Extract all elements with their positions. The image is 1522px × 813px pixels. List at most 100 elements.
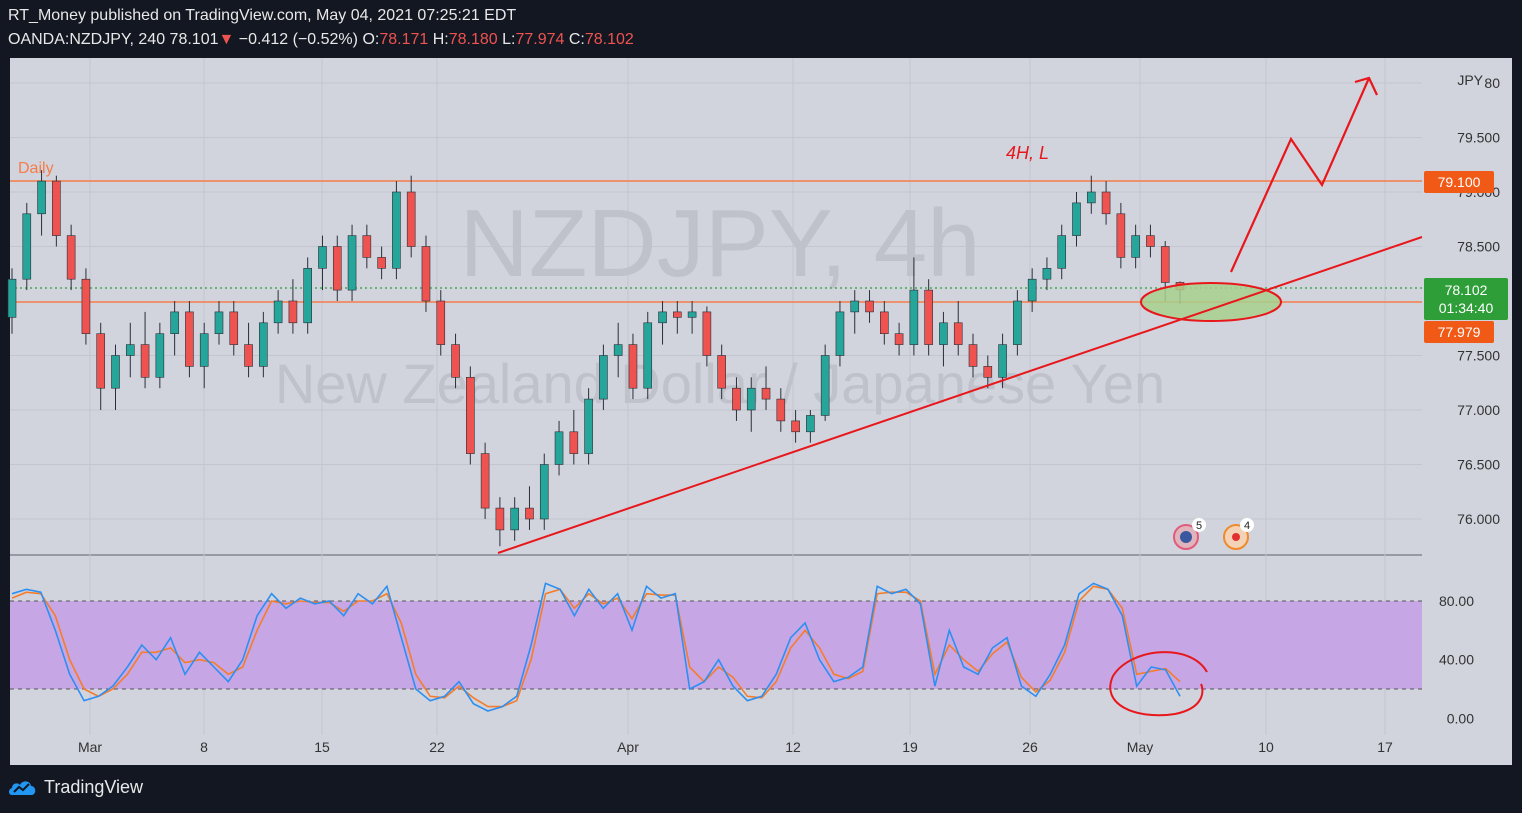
- candle-body: [392, 191, 401, 269]
- candle-body: [924, 289, 933, 345]
- price-axis-ticks: 8079.50079.00078.50077.50077.00076.50076…: [1457, 75, 1500, 527]
- candle-body: [953, 322, 963, 345]
- candle-body: [1013, 300, 1022, 345]
- event-badge-b[interactable]: 4: [1223, 518, 1254, 550]
- candle-body: [377, 257, 386, 269]
- candle-body: [1042, 267, 1052, 280]
- grid: [10, 58, 1422, 735]
- last-price: 78.101: [169, 31, 219, 48]
- candle-body: [628, 344, 638, 389]
- symbol-label[interactable]: OANDA:NZDJPY, 240: [8, 31, 166, 48]
- time-tick-label: 19: [902, 739, 918, 755]
- candle-body: [1160, 246, 1170, 283]
- candle-body: [244, 344, 253, 367]
- candle-body: [525, 507, 534, 520]
- candle-body: [968, 344, 978, 367]
- high-value: 78.180: [448, 31, 498, 48]
- svg-text:01:34:40: 01:34:40: [1439, 300, 1494, 316]
- candle-body: [584, 398, 593, 454]
- candle-body: [140, 344, 150, 378]
- time-tick-label: Apr: [617, 739, 639, 755]
- candle-body: [702, 311, 712, 356]
- candle-body: [318, 246, 327, 269]
- event-count-a: 5: [1196, 520, 1202, 532]
- candle-body: [421, 246, 431, 302]
- oscillator-axis-ticks: 80.00 40.00 0.00: [1439, 593, 1474, 726]
- candle-body: [820, 355, 830, 416]
- price-tick-label: 77.500: [1457, 348, 1500, 364]
- candle-body: [347, 235, 357, 291]
- oscillator-circle-annotation[interactable]: [1109, 651, 1208, 717]
- candle-body: [125, 344, 135, 356]
- publisher-line: RT_Money published on TradingView.com, M…: [8, 7, 516, 25]
- trend-line[interactable]: [497, 236, 1423, 554]
- candle-body: [259, 322, 268, 367]
- time-tick-label: 10: [1258, 739, 1274, 755]
- candle-body: [983, 366, 993, 378]
- time-axis-ticks: Mar 8 15 22 Apr 12 19 26 May 10 17: [78, 739, 1393, 755]
- candles: [7, 170, 1185, 547]
- price-axis-pane[interactable]: [1422, 58, 1512, 735]
- close-label: C:: [568, 31, 585, 48]
- candle-body: [81, 278, 91, 335]
- candle-body: [687, 311, 697, 318]
- svg-text:77.979: 77.979: [1438, 324, 1481, 340]
- candle-body: [998, 344, 1007, 378]
- candle-body: [658, 311, 667, 324]
- candle-body: [806, 415, 815, 433]
- price-change: −0.412 (−0.52%): [238, 31, 358, 48]
- candle-body: [1116, 213, 1126, 258]
- current-price-tag[interactable]: 78.102 01:34:40: [1424, 278, 1508, 320]
- candle-body: [1101, 191, 1111, 215]
- candle-body: [1057, 235, 1067, 269]
- tradingview-logo[interactable]: TradingView: [8, 777, 143, 798]
- candle-body: [7, 278, 17, 318]
- candle-body: [643, 322, 653, 389]
- candle-body: [539, 464, 549, 520]
- candle-body: [155, 333, 165, 378]
- stochastic-lines: [11, 582, 1181, 712]
- event-badge-a[interactable]: 5: [1173, 518, 1206, 550]
- low-label: L:: [502, 31, 516, 48]
- time-tick-label: 22: [429, 739, 445, 755]
- brand-text: TradingView: [44, 777, 144, 797]
- candle-body: [835, 311, 845, 356]
- candle-body: [1146, 235, 1155, 247]
- candle-body: [761, 387, 771, 400]
- oscillator-tick-label: 40.00: [1439, 652, 1474, 668]
- low-value: 77.974: [515, 31, 565, 48]
- projection-path[interactable]: [1229, 77, 1371, 273]
- support-price-tag[interactable]: 77.979: [1424, 321, 1494, 343]
- time-axis-pane[interactable]: [10, 735, 1512, 765]
- candle-body: [599, 355, 608, 400]
- candle-body: [495, 507, 505, 531]
- candle-body: [746, 387, 756, 411]
- support-zone-ellipse[interactable]: [1140, 282, 1282, 322]
- stochastic-k-line: [11, 582, 1181, 712]
- currency-label: JPY: [1457, 72, 1483, 88]
- candle-body: [850, 300, 860, 313]
- candle-body: [510, 507, 519, 531]
- candle-body: [66, 235, 76, 280]
- down-arrow-icon: ▼: [218, 31, 235, 48]
- candle-body: [865, 300, 874, 313]
- candle-body: [613, 344, 623, 356]
- timeframe-label: 4H, L: [1006, 143, 1049, 163]
- candle-body: [554, 431, 564, 465]
- candle-body: [332, 246, 342, 291]
- resistance-price-tag[interactable]: 79.100: [1424, 171, 1494, 193]
- symbol-line: OANDA:NZDJPY, 240 78.101▼ −0.412 (−0.52%…: [8, 31, 634, 49]
- candle-body: [1086, 191, 1096, 204]
- time-tick-label: 12: [785, 739, 801, 755]
- candle-body: [776, 398, 786, 422]
- candle-body: [717, 355, 726, 389]
- candle-body: [1072, 202, 1081, 236]
- candle-body: [894, 333, 904, 345]
- publisher-text: RT_Money published on TradingView.com, M…: [8, 7, 517, 24]
- candle-body: [111, 355, 120, 389]
- candle-body: [52, 180, 61, 236]
- candle-body: [939, 322, 948, 345]
- candle-body: [791, 420, 800, 433]
- price-tick-label: 76.500: [1457, 457, 1500, 473]
